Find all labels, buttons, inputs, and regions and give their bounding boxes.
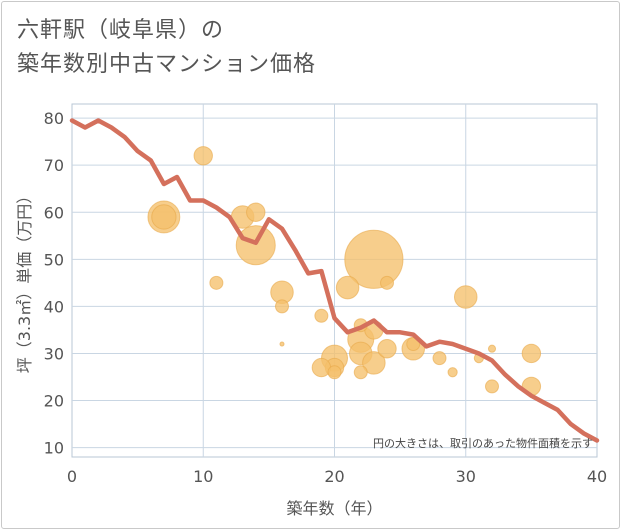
scatter-point	[453, 285, 478, 309]
scatter-point	[379, 275, 395, 290]
scatter-point	[521, 343, 542, 364]
scatter-point	[314, 308, 329, 323]
y-tick-label: 20	[44, 392, 64, 411]
bubble-size-note: 円の大きさは、取引のあった物件面積を示す	[373, 436, 593, 450]
scatter-point	[335, 275, 360, 300]
x-axis-label: 築年数（年）	[286, 499, 382, 518]
scatter-point	[432, 351, 447, 366]
scatter-point	[279, 341, 285, 347]
scatter-point	[353, 365, 368, 380]
chart-title: 六軒駅（岐阜県）の 築年数別中古マンション価格	[17, 14, 316, 82]
y-tick-label: 40	[44, 297, 64, 316]
y-tick-label: 30	[44, 344, 64, 363]
y-tick-label: 50	[44, 250, 64, 269]
y-tick-label: 80	[44, 109, 64, 128]
scatter-point	[235, 225, 276, 266]
scatter-point	[487, 344, 497, 353]
y-tick-label: 70	[44, 156, 64, 175]
chart-title-line-2: 築年数別中古マンション価格	[17, 52, 317, 77]
x-tick-label: 40	[587, 467, 607, 486]
x-tick-label: 30	[456, 467, 476, 486]
y-axis-label: 坪（3.3㎡）単価（万円）	[15, 188, 34, 373]
x-tick-label: 20	[324, 467, 344, 486]
x-tick-label: 10	[193, 467, 213, 486]
x-tick-label: 0	[67, 467, 77, 486]
scatter-point	[151, 204, 177, 230]
scatter-point	[377, 339, 397, 359]
scatter-point	[344, 229, 404, 289]
scatter-point	[193, 146, 213, 166]
y-tick-label: 60	[44, 203, 64, 222]
scatter-point	[274, 299, 290, 314]
average-price-line	[69, 118, 600, 443]
scatter-point	[327, 365, 342, 380]
y-tick-label: 10	[44, 439, 64, 458]
scatter-point	[362, 351, 386, 375]
scatter-point	[447, 367, 458, 378]
scatter-point	[484, 379, 500, 394]
chart-title-line-1: 六軒駅（岐阜県）の	[17, 18, 225, 43]
scatter-point	[209, 275, 224, 290]
scatter-point	[246, 202, 266, 222]
